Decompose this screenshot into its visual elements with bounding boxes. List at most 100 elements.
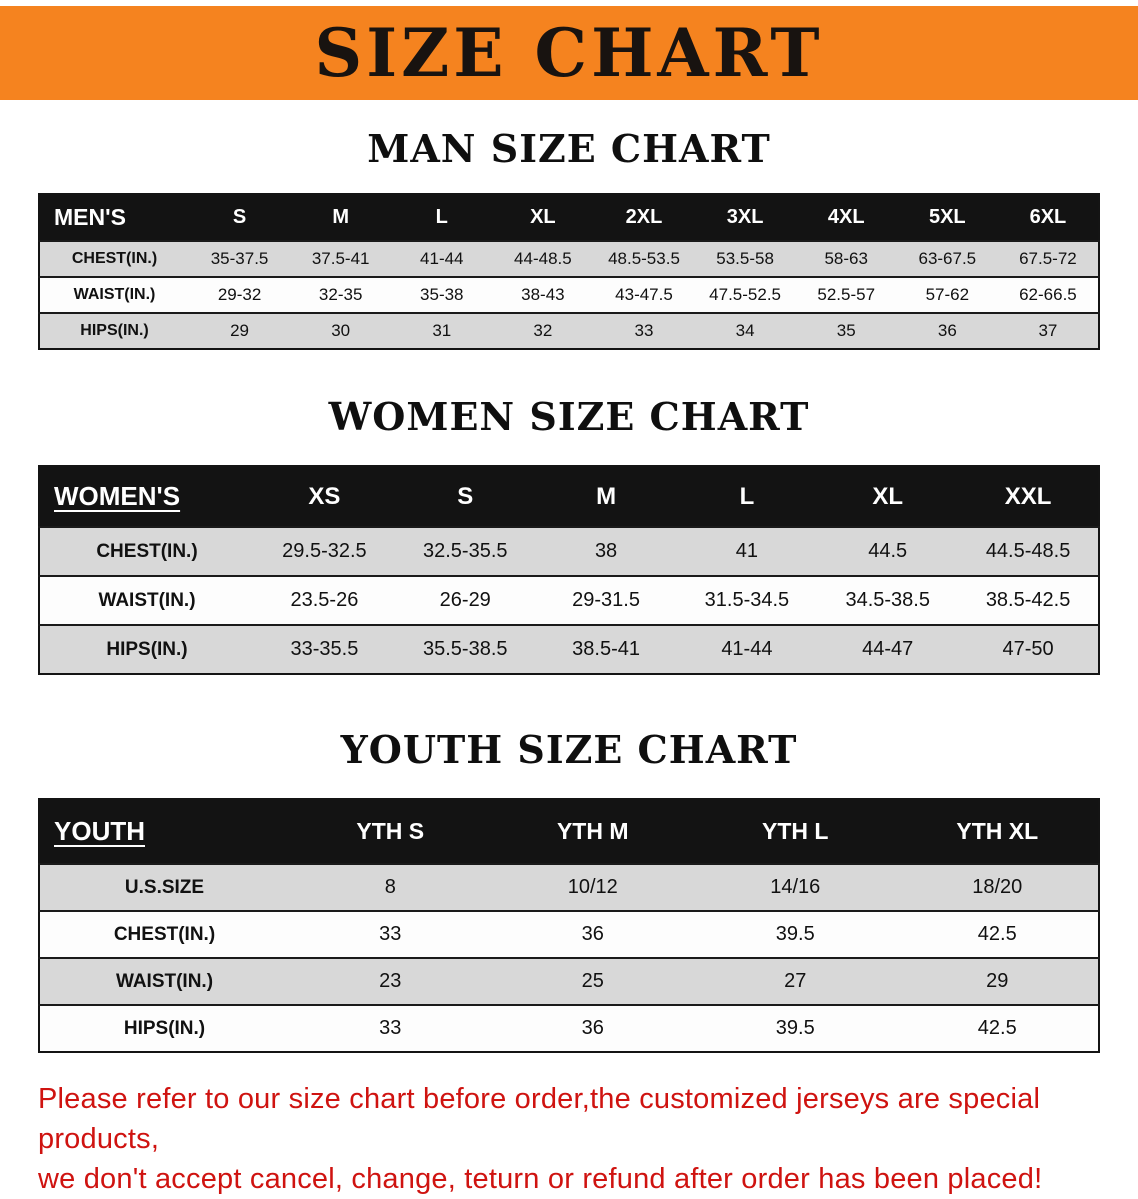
- size-value-cell: 35: [836, 321, 856, 340]
- size-column-header: S: [189, 194, 291, 241]
- policy-note-line-2: we don't accept cancel, change, teturn o…: [38, 1163, 1043, 1196]
- men-size-section: MAN SIZE CHART MEN'S S M L XL 2XL 3XL 4XL 5XL 6XL…: [0, 126, 1138, 350]
- measurement-row-label: CHEST(IN.): [71, 250, 158, 267]
- size-value-cell: 35-38: [420, 285, 464, 304]
- size-value-cell: 38: [594, 540, 618, 562]
- page-title: SIZE CHART: [314, 14, 824, 92]
- policy-note-line-1: Please refer to our size chart before or…: [38, 1083, 1041, 1156]
- women-size-section: WOMEN SIZE CHART WOMEN'S XS S M L XL XXL CHEST(…: [0, 394, 1138, 675]
- size-value-cell: 36: [581, 923, 604, 945]
- measurement-row: U.S.SIZE 8 10/12 14/16 18/20: [39, 864, 1099, 911]
- size-value-cell: 25: [581, 970, 604, 992]
- size-value-cell: 31.5-34.5: [704, 589, 790, 611]
- order-policy-note: Please refer to our size chart before or…: [38, 1079, 1138, 1199]
- size-value-cell: 58-63: [824, 249, 868, 268]
- size-value-cell: 42.5: [977, 1017, 1017, 1039]
- table-corner-label: WOMEN'S: [39, 466, 254, 527]
- size-value-cell: 35.5-38.5: [422, 638, 508, 660]
- size-value-cell: 34.5-38.5: [845, 589, 930, 611]
- size-value-cell: 44-47: [862, 638, 914, 660]
- size-value-cell: 33: [379, 923, 402, 945]
- size-column-header: YTH M: [491, 799, 694, 864]
- table-header-row: MEN'S S M L XL 2XL 3XL 4XL 5XL 6XL: [39, 194, 1099, 241]
- size-value-cell: 26-29: [439, 589, 491, 611]
- youth-size-table: YOUTH YTH S YTH M YTH L YTH XL U.S.SIZE 8 10/12…: [38, 798, 1100, 1053]
- youth-section-heading: YOUTH SIZE CHART: [340, 727, 798, 772]
- men-size-table: MEN'S S M L XL 2XL 3XL 4XL 5XL 6XL CHEST(IN.) 35-37…: [38, 193, 1100, 350]
- size-column-header: XS: [254, 466, 395, 527]
- size-value-cell: 29: [986, 970, 1009, 992]
- size-value-cell: 44.5: [868, 540, 908, 562]
- size-value-cell: 34: [735, 321, 755, 340]
- size-value-cell: 41-44: [721, 638, 773, 660]
- size-value-cell: 37.5-41: [311, 249, 370, 268]
- size-column-header: YTH S: [289, 799, 492, 864]
- size-value-cell: 32: [533, 321, 553, 340]
- size-value-cell: 53.5-58: [716, 249, 774, 268]
- measurement-row-label: CHEST(IN.): [113, 923, 216, 945]
- size-value-cell: 14/16: [770, 876, 821, 898]
- measurement-row: CHEST(IN.) 33 36 39.5 42.5: [39, 911, 1099, 958]
- measurement-row-label: HIPS(IN.): [106, 638, 188, 660]
- size-value-cell: 33-35.5: [290, 638, 359, 660]
- table-header-row: YOUTH YTH S YTH M YTH L YTH XL: [39, 799, 1099, 864]
- size-value-cell: 23: [379, 970, 402, 992]
- measurement-row-label: WAIST(IN.): [73, 286, 156, 303]
- measurement-row: WAIST(IN.) 23.5-26 26-29 29-31.5 31.5-34.5 34…: [39, 576, 1099, 625]
- size-value-cell: 52.5-57: [817, 285, 876, 304]
- size-column-header: L: [676, 466, 818, 527]
- size-value-cell: 44.5-48.5: [985, 540, 1071, 562]
- size-column-header: S: [394, 466, 536, 527]
- size-chart-page: SIZE CHART MAN SIZE CHART MEN'S S M L XL 2XL 3…: [0, 6, 1138, 1195]
- size-value-cell: 33: [634, 321, 654, 340]
- size-value-cell: 27: [784, 970, 807, 992]
- size-value-cell: 36: [581, 1017, 604, 1039]
- measurement-row: HIPS(IN.) 33 36 39.5 42.5: [39, 1005, 1099, 1052]
- measurement-row: CHEST(IN.) 29.5-32.5 32.5-35.5 38 41 44.5 44.5…: [39, 527, 1099, 576]
- size-value-cell: 37: [1038, 321, 1058, 340]
- size-value-cell: 44-48.5: [514, 249, 572, 268]
- size-value-cell: 30: [331, 321, 351, 340]
- charts-main: MAN SIZE CHART MEN'S S M L XL 2XL 3XL 4XL 5XL 6XL…: [0, 126, 1138, 1053]
- size-value-cell: 63-67.5: [918, 249, 977, 268]
- size-value-cell: 41-44: [420, 249, 464, 268]
- table-corner-label: MEN'S: [39, 194, 189, 241]
- size-column-header: M: [535, 466, 677, 527]
- size-value-cell: 67.5-72: [1019, 249, 1077, 268]
- size-value-cell: 39.5: [775, 923, 815, 945]
- size-column-header: L: [391, 194, 493, 241]
- size-value-cell: 29.5-32.5: [282, 540, 367, 562]
- table-header-row: WOMEN'S XS S M L XL XXL: [39, 466, 1099, 527]
- size-column-header: 4XL: [795, 194, 897, 241]
- measurement-row: CHEST(IN.) 35-37.5 37.5-41 41-44 44-48.5 48.5…: [39, 241, 1099, 277]
- size-value-cell: 47.5-52.5: [709, 285, 782, 304]
- size-value-cell: 47-50: [1002, 638, 1054, 660]
- size-column-header: 6XL: [997, 194, 1099, 241]
- size-value-cell: 29: [230, 321, 250, 340]
- size-value-cell: 38.5-41: [572, 638, 640, 660]
- size-value-cell: 38-43: [521, 285, 565, 304]
- size-column-header: 2XL: [593, 194, 695, 241]
- size-value-cell: 29-31.5: [572, 589, 640, 611]
- measurement-row: HIPS(IN.) 33-35.5 35.5-38.5 38.5-41 41-44 44-…: [39, 625, 1099, 674]
- size-column-header: YTH L: [694, 799, 897, 864]
- size-value-cell: 57-62: [925, 285, 970, 304]
- size-column-header: XXL: [958, 466, 1099, 527]
- size-value-cell: 42.5: [977, 923, 1017, 945]
- size-value-cell: 18/20: [972, 876, 1023, 898]
- table-corner-label: YOUTH: [39, 799, 289, 864]
- size-value-cell: 41: [735, 540, 759, 562]
- measurement-row-label: HIPS(IN.): [123, 1017, 206, 1039]
- measurement-row: WAIST(IN.) 29-32 32-35 35-38 38-43 43-47.5 47.…: [39, 277, 1099, 313]
- size-column-header: 3XL: [694, 194, 796, 241]
- size-value-cell: 8: [384, 876, 396, 898]
- women-section-heading: WOMEN SIZE CHART: [328, 394, 810, 439]
- size-value-cell: 36: [937, 321, 957, 340]
- measurement-row-label: WAIST(IN.): [115, 970, 214, 992]
- measurement-row: WAIST(IN.) 23 25 27 29: [39, 958, 1099, 1005]
- size-value-cell: 39.5: [775, 1017, 815, 1039]
- size-value-cell: 38.5-42.5: [985, 589, 1071, 611]
- youth-size-section: YOUTH SIZE CHART YOUTH YTH S YTH M YTH L YTH…: [0, 727, 1138, 1053]
- measurement-row-label: U.S.SIZE: [124, 876, 205, 898]
- size-value-cell: 35-37.5: [210, 249, 269, 268]
